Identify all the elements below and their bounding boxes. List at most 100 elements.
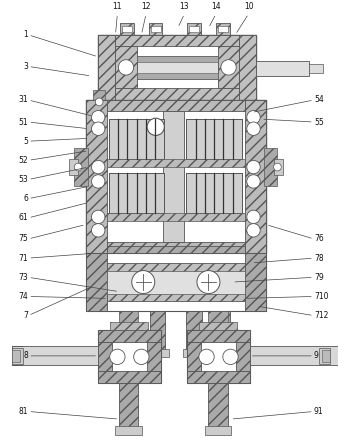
- Bar: [119, 383, 138, 431]
- Text: 73: 73: [19, 273, 28, 282]
- Bar: [187, 371, 250, 383]
- Bar: [107, 271, 245, 294]
- Text: 712: 712: [314, 311, 328, 320]
- Text: 74: 74: [19, 292, 28, 301]
- Bar: [256, 61, 309, 76]
- Bar: [218, 26, 228, 32]
- Bar: [121, 311, 137, 354]
- Text: 9: 9: [314, 351, 319, 360]
- Bar: [12, 350, 20, 361]
- Circle shape: [247, 160, 260, 174]
- Text: 12: 12: [141, 2, 151, 11]
- Text: 81: 81: [19, 407, 28, 416]
- Circle shape: [110, 349, 125, 365]
- Text: 6: 6: [23, 194, 28, 203]
- Text: 54: 54: [314, 96, 324, 105]
- Bar: [98, 35, 256, 100]
- Text: 7: 7: [23, 311, 28, 320]
- Bar: [137, 56, 218, 62]
- Bar: [245, 100, 266, 253]
- Circle shape: [221, 60, 236, 75]
- Bar: [119, 311, 138, 330]
- Circle shape: [74, 163, 82, 171]
- Bar: [109, 173, 164, 213]
- Bar: [199, 323, 237, 330]
- Bar: [186, 173, 242, 213]
- Bar: [205, 426, 231, 435]
- Bar: [107, 100, 245, 112]
- Bar: [110, 323, 148, 330]
- Bar: [274, 159, 283, 175]
- Bar: [323, 350, 330, 361]
- Bar: [116, 426, 142, 435]
- Bar: [98, 35, 116, 100]
- Bar: [211, 349, 234, 357]
- Bar: [116, 35, 239, 47]
- Circle shape: [91, 122, 105, 136]
- Bar: [319, 348, 330, 364]
- Bar: [187, 342, 201, 371]
- Text: 710: 710: [314, 292, 328, 301]
- Bar: [189, 26, 199, 32]
- Bar: [107, 112, 245, 242]
- Text: 1: 1: [23, 30, 28, 39]
- Bar: [147, 342, 160, 371]
- Bar: [218, 47, 239, 89]
- Bar: [183, 349, 206, 357]
- Bar: [116, 89, 239, 100]
- Circle shape: [223, 349, 238, 365]
- Bar: [109, 119, 164, 159]
- Bar: [69, 159, 78, 175]
- Bar: [187, 330, 250, 383]
- Bar: [250, 346, 345, 365]
- Bar: [187, 330, 250, 342]
- Bar: [239, 35, 256, 100]
- Circle shape: [147, 118, 164, 136]
- Text: 78: 78: [314, 253, 324, 263]
- Text: 8: 8: [23, 351, 28, 360]
- Circle shape: [247, 122, 260, 136]
- Text: 75: 75: [19, 234, 28, 244]
- Text: 91: 91: [314, 407, 324, 416]
- Bar: [12, 346, 98, 365]
- Bar: [12, 348, 23, 364]
- Bar: [245, 253, 266, 311]
- Bar: [107, 263, 245, 301]
- Bar: [116, 100, 239, 114]
- Bar: [146, 349, 169, 357]
- Circle shape: [274, 163, 281, 171]
- Circle shape: [199, 349, 214, 365]
- Circle shape: [134, 349, 149, 365]
- Bar: [264, 148, 277, 186]
- Bar: [98, 342, 112, 371]
- Text: 31: 31: [19, 96, 28, 105]
- Circle shape: [91, 224, 105, 237]
- Circle shape: [91, 175, 105, 188]
- Bar: [98, 330, 160, 342]
- Bar: [86, 253, 266, 311]
- Bar: [186, 119, 242, 159]
- Bar: [208, 383, 228, 431]
- Text: 5: 5: [23, 137, 28, 146]
- Text: 51: 51: [19, 117, 28, 127]
- Bar: [107, 246, 245, 253]
- Bar: [137, 56, 218, 79]
- Bar: [149, 23, 162, 35]
- Bar: [216, 23, 229, 35]
- Bar: [186, 311, 202, 354]
- Bar: [122, 26, 132, 32]
- Circle shape: [95, 98, 103, 106]
- Bar: [98, 330, 160, 383]
- Bar: [98, 371, 160, 383]
- Text: 14: 14: [211, 2, 221, 11]
- Text: 76: 76: [314, 234, 324, 244]
- Bar: [117, 349, 140, 357]
- Text: 11: 11: [112, 2, 122, 11]
- Bar: [93, 90, 105, 108]
- Circle shape: [197, 271, 220, 294]
- Circle shape: [91, 210, 105, 224]
- Bar: [109, 119, 164, 159]
- Circle shape: [247, 175, 260, 188]
- Circle shape: [247, 110, 260, 124]
- Bar: [107, 159, 245, 167]
